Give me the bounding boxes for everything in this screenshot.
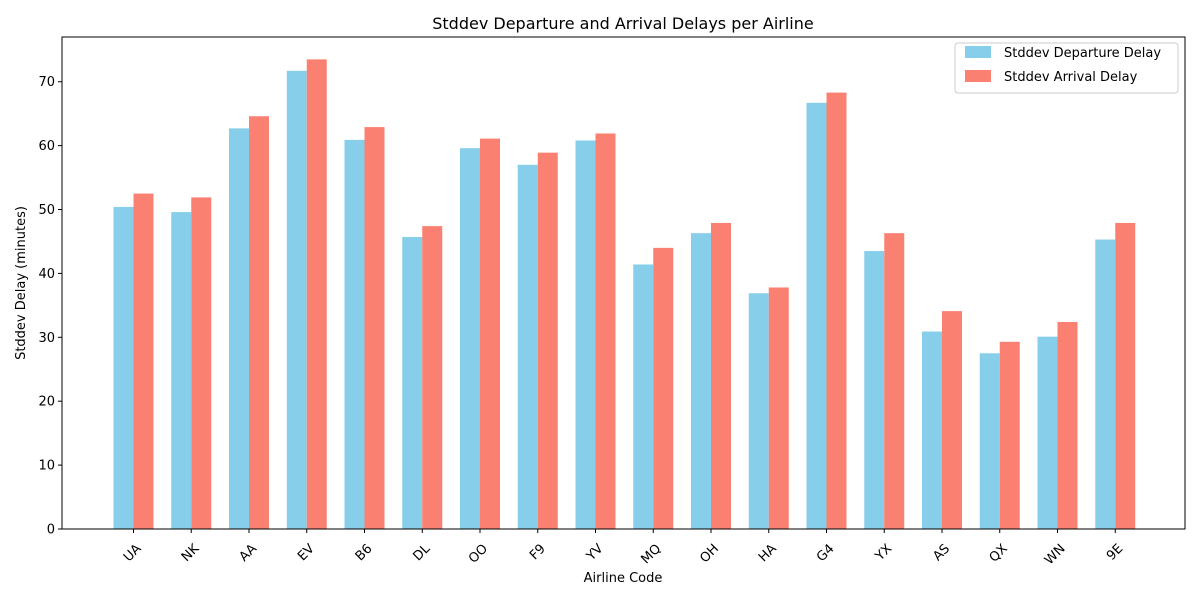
bar-arrival-b6: [364, 127, 385, 529]
legend-label-arrival: Stddev Arrival Delay: [1004, 70, 1138, 85]
bar-departure-b6: [344, 139, 365, 529]
bar-departure-yv: [575, 140, 596, 529]
bar-departure-ha: [748, 293, 769, 529]
bar-departure-nk: [171, 212, 192, 529]
bar-departure-ua: [113, 206, 134, 530]
bar-arrival-yv: [595, 133, 616, 529]
x-tick-label: F9: [527, 541, 549, 563]
bar-departure-aa: [229, 128, 249, 529]
bar-arrival-oh: [711, 222, 731, 529]
x-tick-label: G4: [814, 541, 838, 565]
x-tick-label: HA: [756, 541, 780, 565]
bar-departure-qx: [979, 353, 1000, 529]
x-axis: UA NK AA EV B6 DL OO F9 YV MQ OH HA G4 YX AS QX WN 9E: [121, 529, 1126, 568]
bar-arrival-aa: [249, 116, 269, 529]
x-tick-label: YV: [583, 541, 606, 564]
chart-title: Stddev Departure and Arrival Delays per …: [432, 14, 813, 33]
bar-arrival-ua: [133, 193, 154, 529]
bar-arrival-ha: [768, 287, 789, 529]
y-tick-label: 50: [38, 203, 55, 218]
bar-arrival-f9: [537, 152, 558, 529]
legend-swatch-departure: [965, 46, 991, 58]
y-tick-label: 0: [47, 523, 55, 538]
bar-departure-oh: [691, 233, 711, 529]
bar-departure-wn: [1037, 336, 1058, 529]
y-tick-label: 60: [38, 139, 55, 154]
x-tick-label: B6: [353, 541, 376, 564]
legend-box: [954, 42, 1179, 94]
x-tick-label: OO: [466, 541, 491, 566]
legend-swatch-arrival: [965, 70, 991, 82]
bar-arrival-9e: [1115, 222, 1136, 529]
bar-departure-as: [922, 331, 942, 529]
bar-departure-g4: [806, 102, 827, 529]
x-tick-label: MQ: [639, 541, 665, 567]
bar-arrival-ev: [306, 59, 327, 529]
plot-frame: [61, 36, 1186, 530]
y-tick-label: 10: [38, 459, 55, 474]
bar-arrival-oo: [480, 138, 500, 530]
bar-departure-mq: [633, 264, 654, 529]
bar-departure-oo: [460, 148, 480, 530]
x-tick-label: UA: [121, 541, 145, 565]
bar-arrival-as: [942, 311, 962, 529]
bar-departure-dl: [402, 236, 423, 529]
bar-arrival-dl: [422, 226, 443, 530]
x-tick-label: AS: [930, 541, 953, 564]
bar-departure-f9: [517, 164, 538, 529]
y-tick-label: 70: [38, 75, 55, 90]
x-tick-label: NK: [179, 541, 203, 565]
bars: [113, 59, 1136, 530]
x-axis-label: Airline Code: [584, 571, 663, 586]
y-tick-label: 30: [38, 331, 55, 346]
x-tick-label: OH: [697, 541, 722, 566]
x-tick-label: DL: [410, 541, 433, 564]
x-tick-label: WN: [1042, 541, 1069, 568]
y-axis: 0 10 20 30 40 50 60 70: [38, 75, 62, 538]
bar-arrival-wn: [1057, 321, 1078, 529]
bar-arrival-g4: [826, 92, 847, 530]
bar-arrival-mq: [653, 247, 674, 529]
x-tick-label: QX: [987, 541, 1011, 565]
x-tick-label: YX: [872, 541, 895, 564]
bar-arrival-qx: [999, 341, 1020, 529]
legend: Stddev Departure Delay Stddev Arrival De…: [954, 42, 1179, 94]
legend-label-departure: Stddev Departure Delay: [1004, 46, 1161, 61]
x-tick-label: 9E: [1104, 541, 1126, 563]
y-axis-label: Stddev Delay (minutes): [14, 206, 29, 360]
bar-departure-yx: [864, 251, 885, 529]
bar-arrival-nk: [191, 197, 212, 530]
bar-departure-9e: [1095, 239, 1116, 529]
bar-departure-ev: [286, 70, 307, 530]
bar-arrival-yx: [884, 233, 905, 529]
y-tick-label: 40: [38, 267, 55, 282]
x-tick-label: AA: [237, 541, 261, 565]
x-tick-label: EV: [295, 541, 318, 564]
y-tick-label: 20: [38, 395, 55, 410]
